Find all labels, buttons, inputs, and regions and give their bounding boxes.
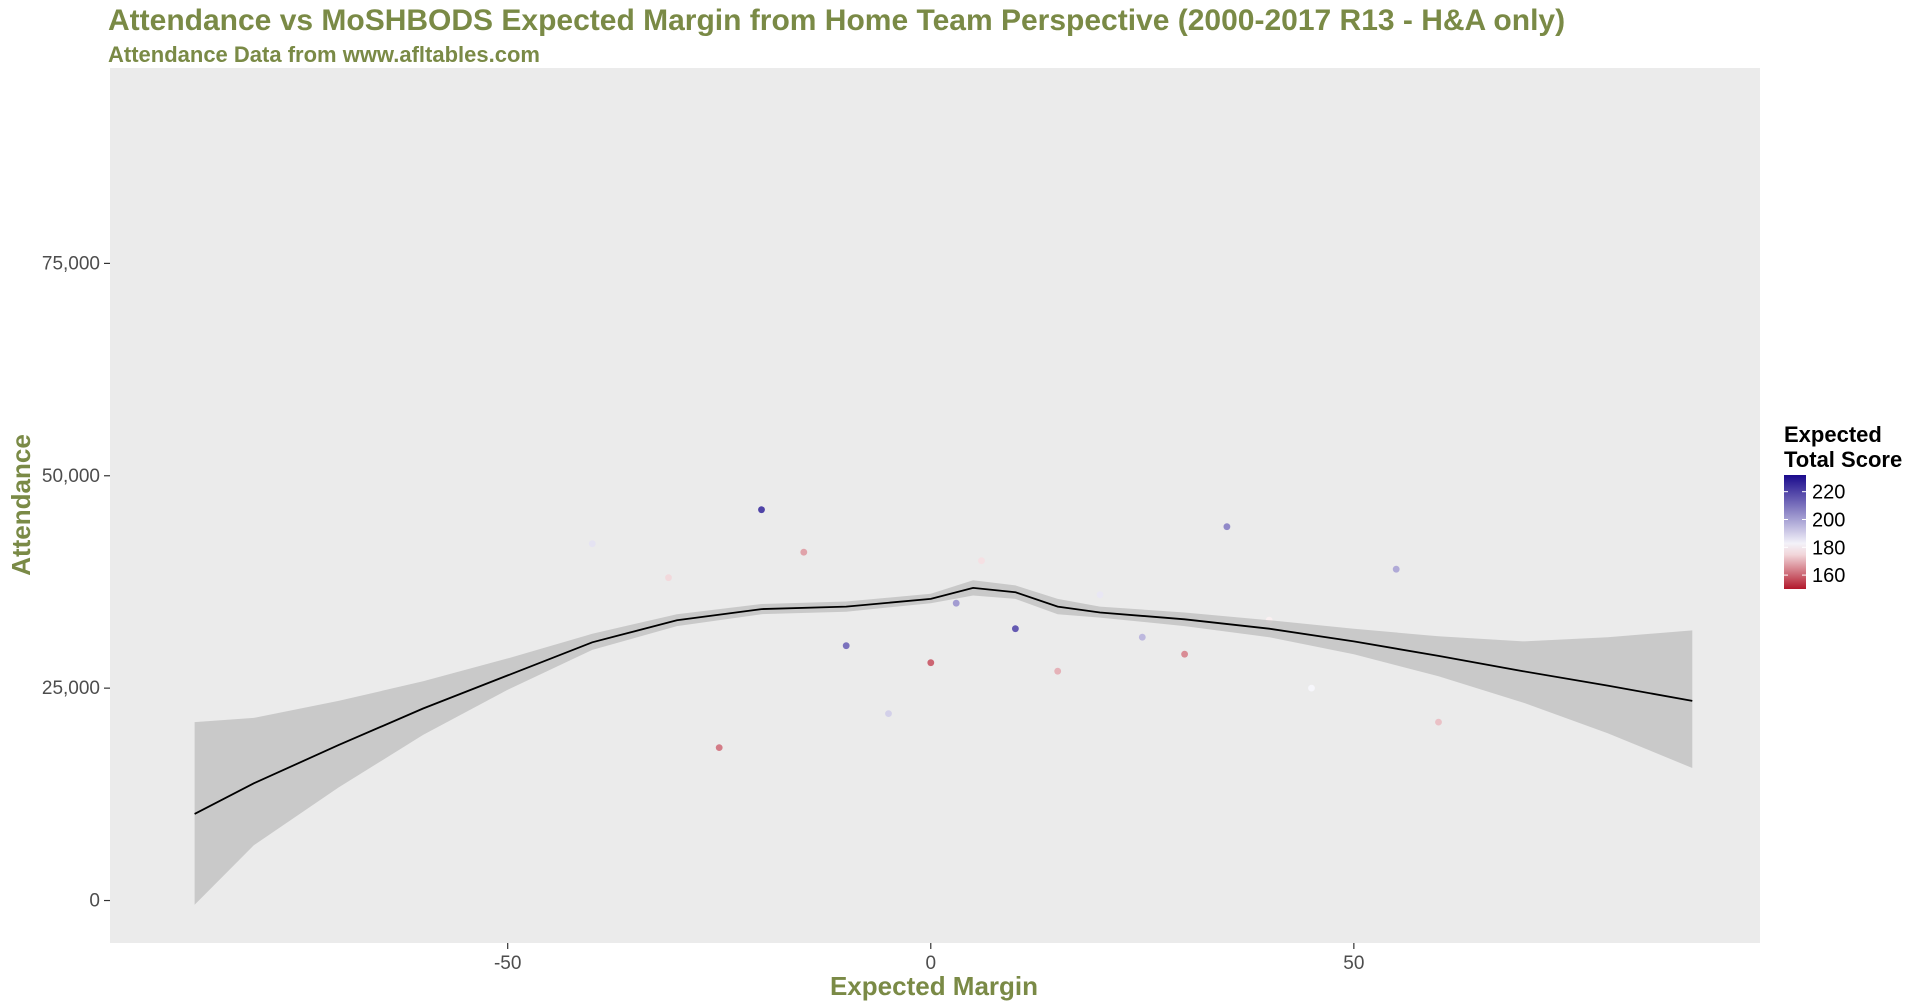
legend-ticks: 220 200 180 160 [1784, 482, 1845, 587]
plot-panel [110, 68, 1760, 943]
scatter-point [1181, 650, 1188, 658]
color-legend: Expected Total Score 220 200 180 160 [1784, 422, 1902, 589]
legend-label: 200 [1812, 509, 1845, 531]
legend-colorbar [1784, 475, 1806, 589]
x-tick-label: -50 [494, 953, 521, 974]
chart-title: Attendance vs MoSHBODS Expected Margin f… [108, 4, 1566, 37]
scatter-point [665, 574, 672, 582]
scatter-point [800, 548, 808, 556]
y-axis-title: Attendance [6, 434, 36, 576]
y-tick-label: 50,000 [42, 466, 100, 487]
y-axis: 0 25,000 50,000 75,000 [42, 253, 110, 912]
scatter-point [715, 744, 723, 751]
scatter-point [1138, 633, 1146, 641]
scatter-point [1308, 684, 1315, 692]
scatter-point [927, 659, 935, 667]
scatter-point [1392, 565, 1400, 573]
legend-label: 220 [1812, 482, 1845, 504]
y-tick-label: 0 [89, 891, 100, 912]
scatter-point [1223, 523, 1231, 531]
legend-title-line1: Expected [1784, 422, 1882, 447]
y-tick-label: 25,000 [42, 678, 100, 699]
scatter-point [1012, 625, 1019, 633]
scatter-point [588, 540, 596, 548]
scatter-point [1435, 718, 1442, 726]
legend-title-line2: Total Score [1784, 447, 1902, 472]
x-axis-title: Expected Margin [830, 971, 1038, 1001]
scatter-point [885, 710, 892, 717]
scatter-point [842, 642, 850, 650]
x-axis: -50 0 50 [494, 943, 1364, 974]
scatter-point [1054, 667, 1062, 675]
scatter-point [1096, 591, 1104, 599]
points-layer [588, 506, 1442, 751]
scatter-point [952, 599, 960, 607]
legend-label: 180 [1812, 537, 1845, 559]
chart-subtitle: Attendance Data from www.afltables.com [108, 42, 540, 67]
y-tick-label: 75,000 [42, 253, 100, 274]
scatter-point [978, 557, 985, 565]
legend-label: 160 [1812, 565, 1845, 587]
x-tick-label: 50 [1343, 953, 1364, 974]
x-tick-label: 0 [925, 953, 936, 974]
smooth-line [194, 586, 1693, 815]
scatter-point [758, 506, 765, 514]
